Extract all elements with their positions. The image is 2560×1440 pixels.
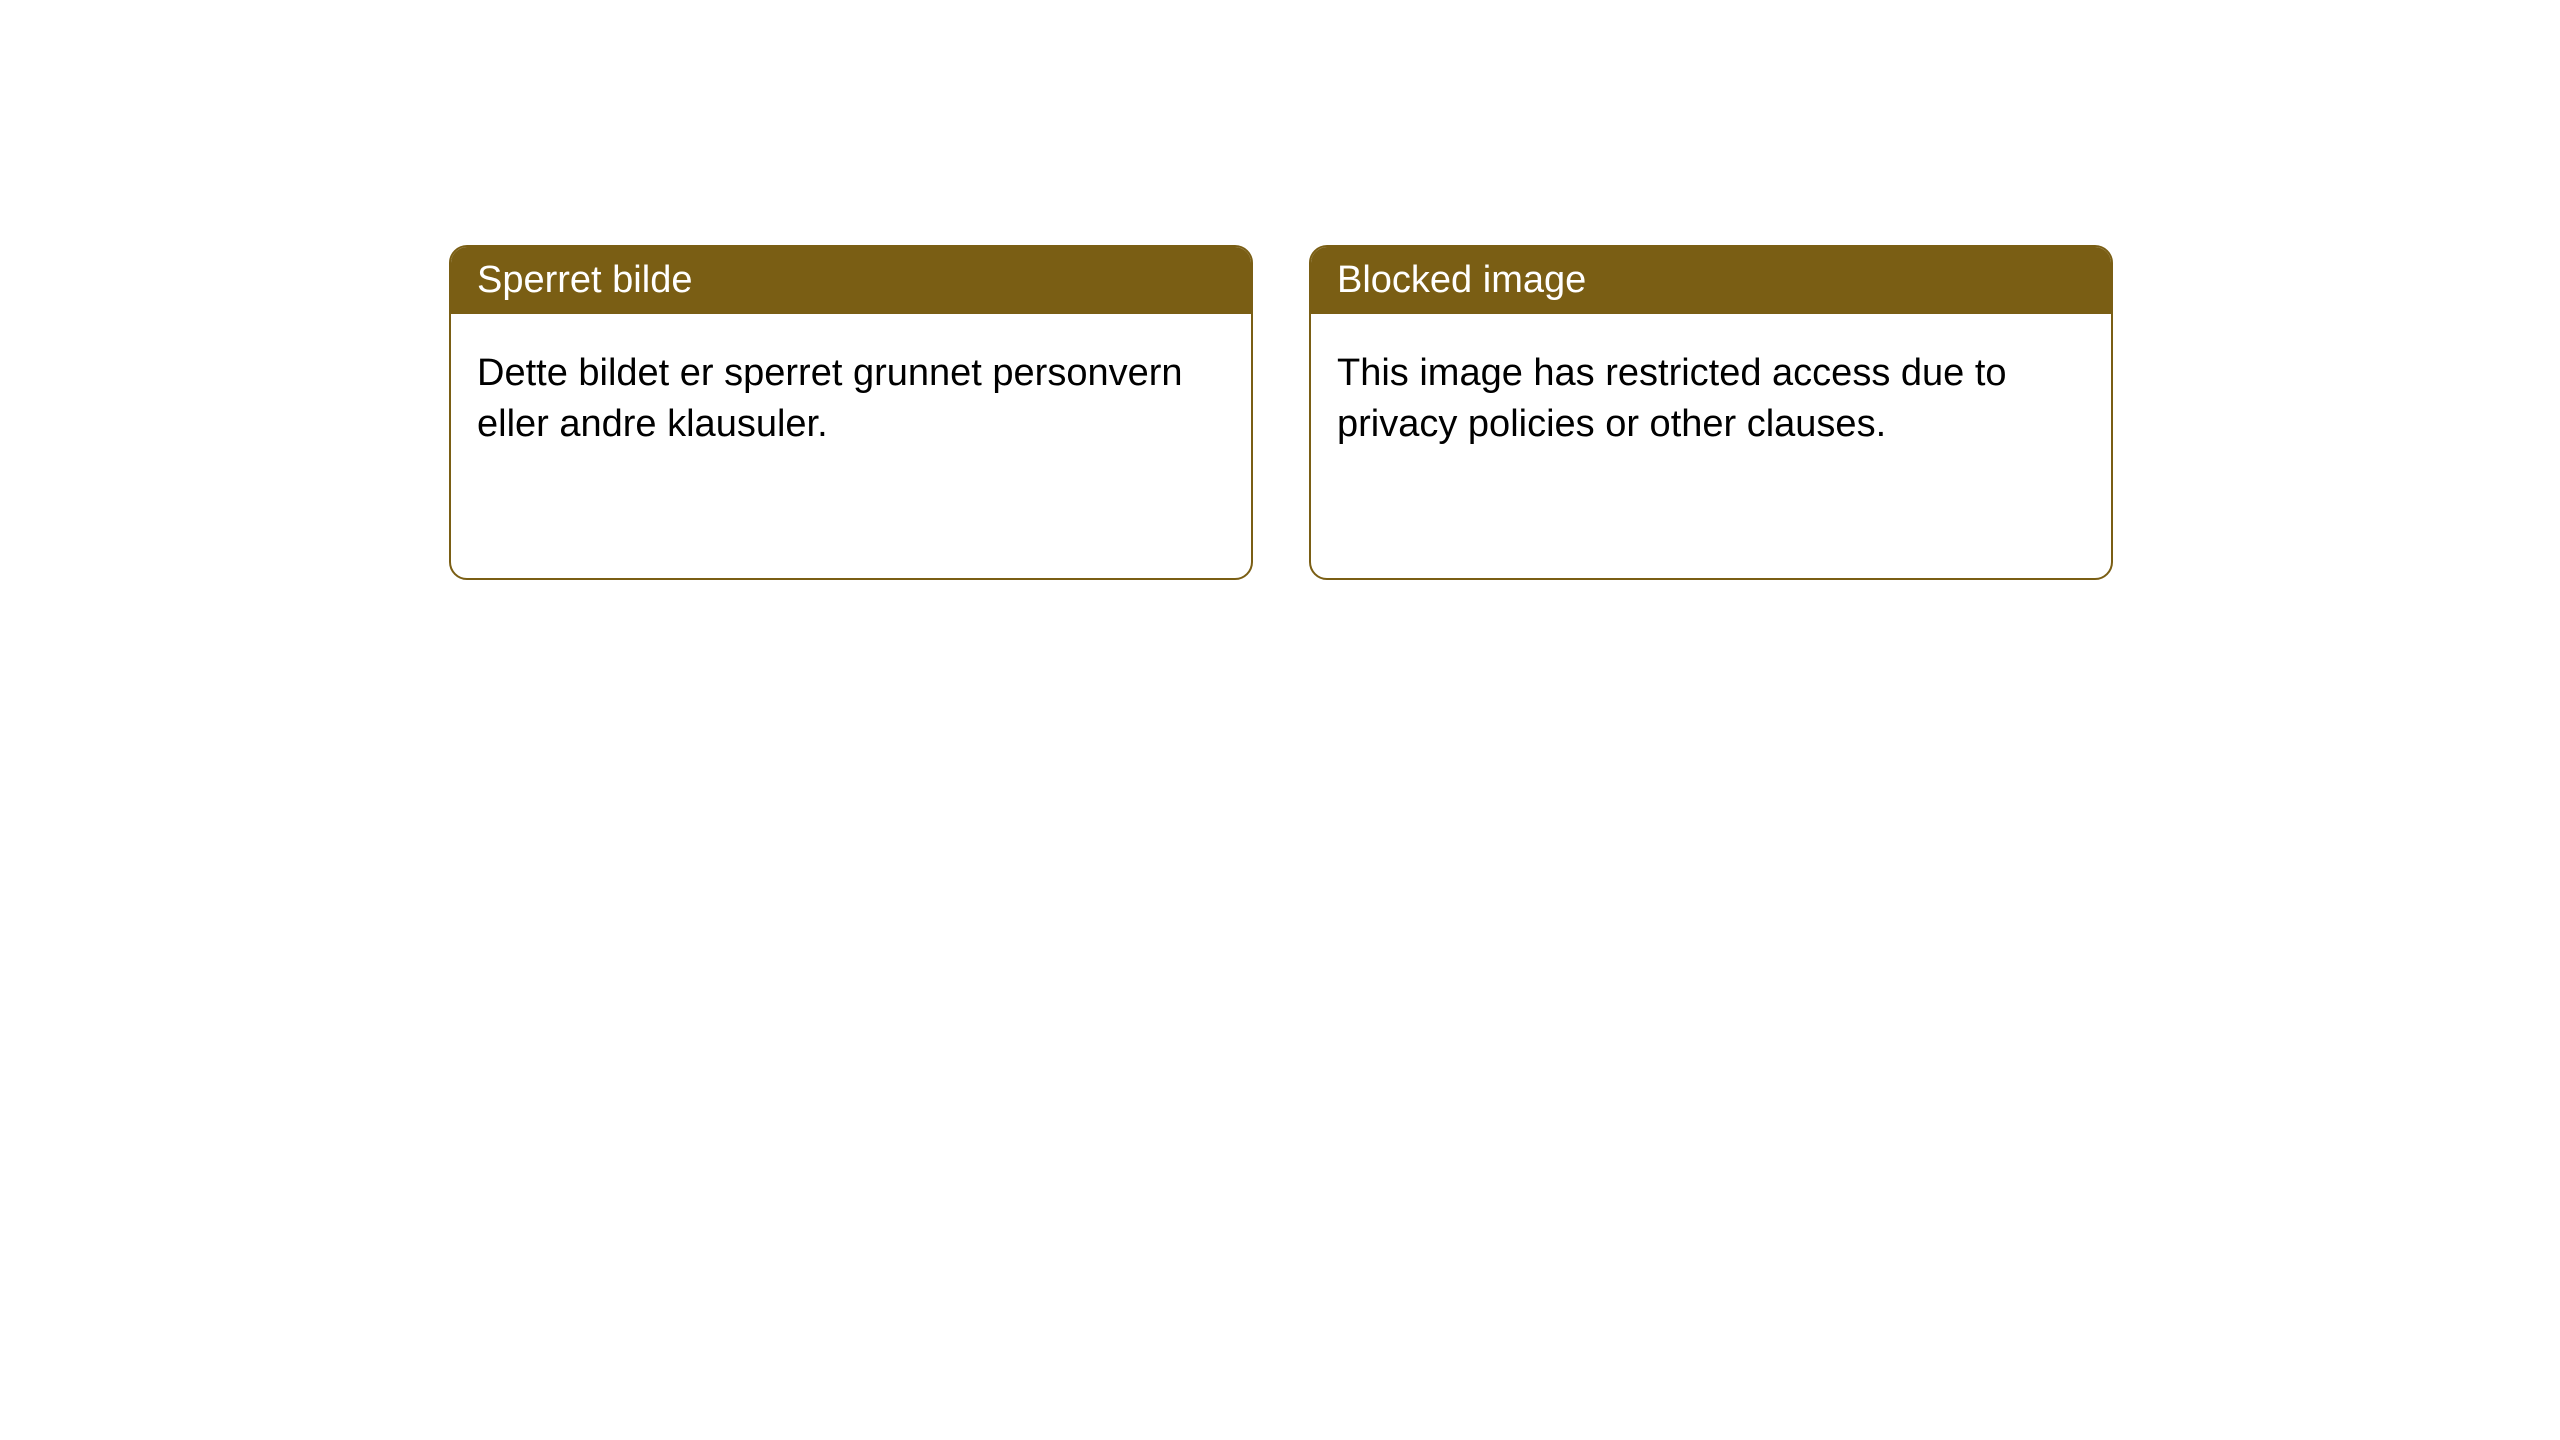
card-title: Blocked image xyxy=(1337,259,1586,301)
card-body-text: Dette bildet er sperret grunnet personve… xyxy=(477,352,1183,445)
notice-card-english: Blocked image This image has restricted … xyxy=(1309,245,2113,580)
card-header: Blocked image xyxy=(1311,247,2111,314)
card-body: This image has restricted access due to … xyxy=(1311,314,2111,485)
card-body-text: This image has restricted access due to … xyxy=(1337,352,2007,445)
card-title: Sperret bilde xyxy=(477,259,692,301)
cards-container: Sperret bilde Dette bildet er sperret gr… xyxy=(449,245,2113,580)
card-header: Sperret bilde xyxy=(451,247,1251,314)
notice-card-norwegian: Sperret bilde Dette bildet er sperret gr… xyxy=(449,245,1253,580)
card-body: Dette bildet er sperret grunnet personve… xyxy=(451,314,1251,485)
